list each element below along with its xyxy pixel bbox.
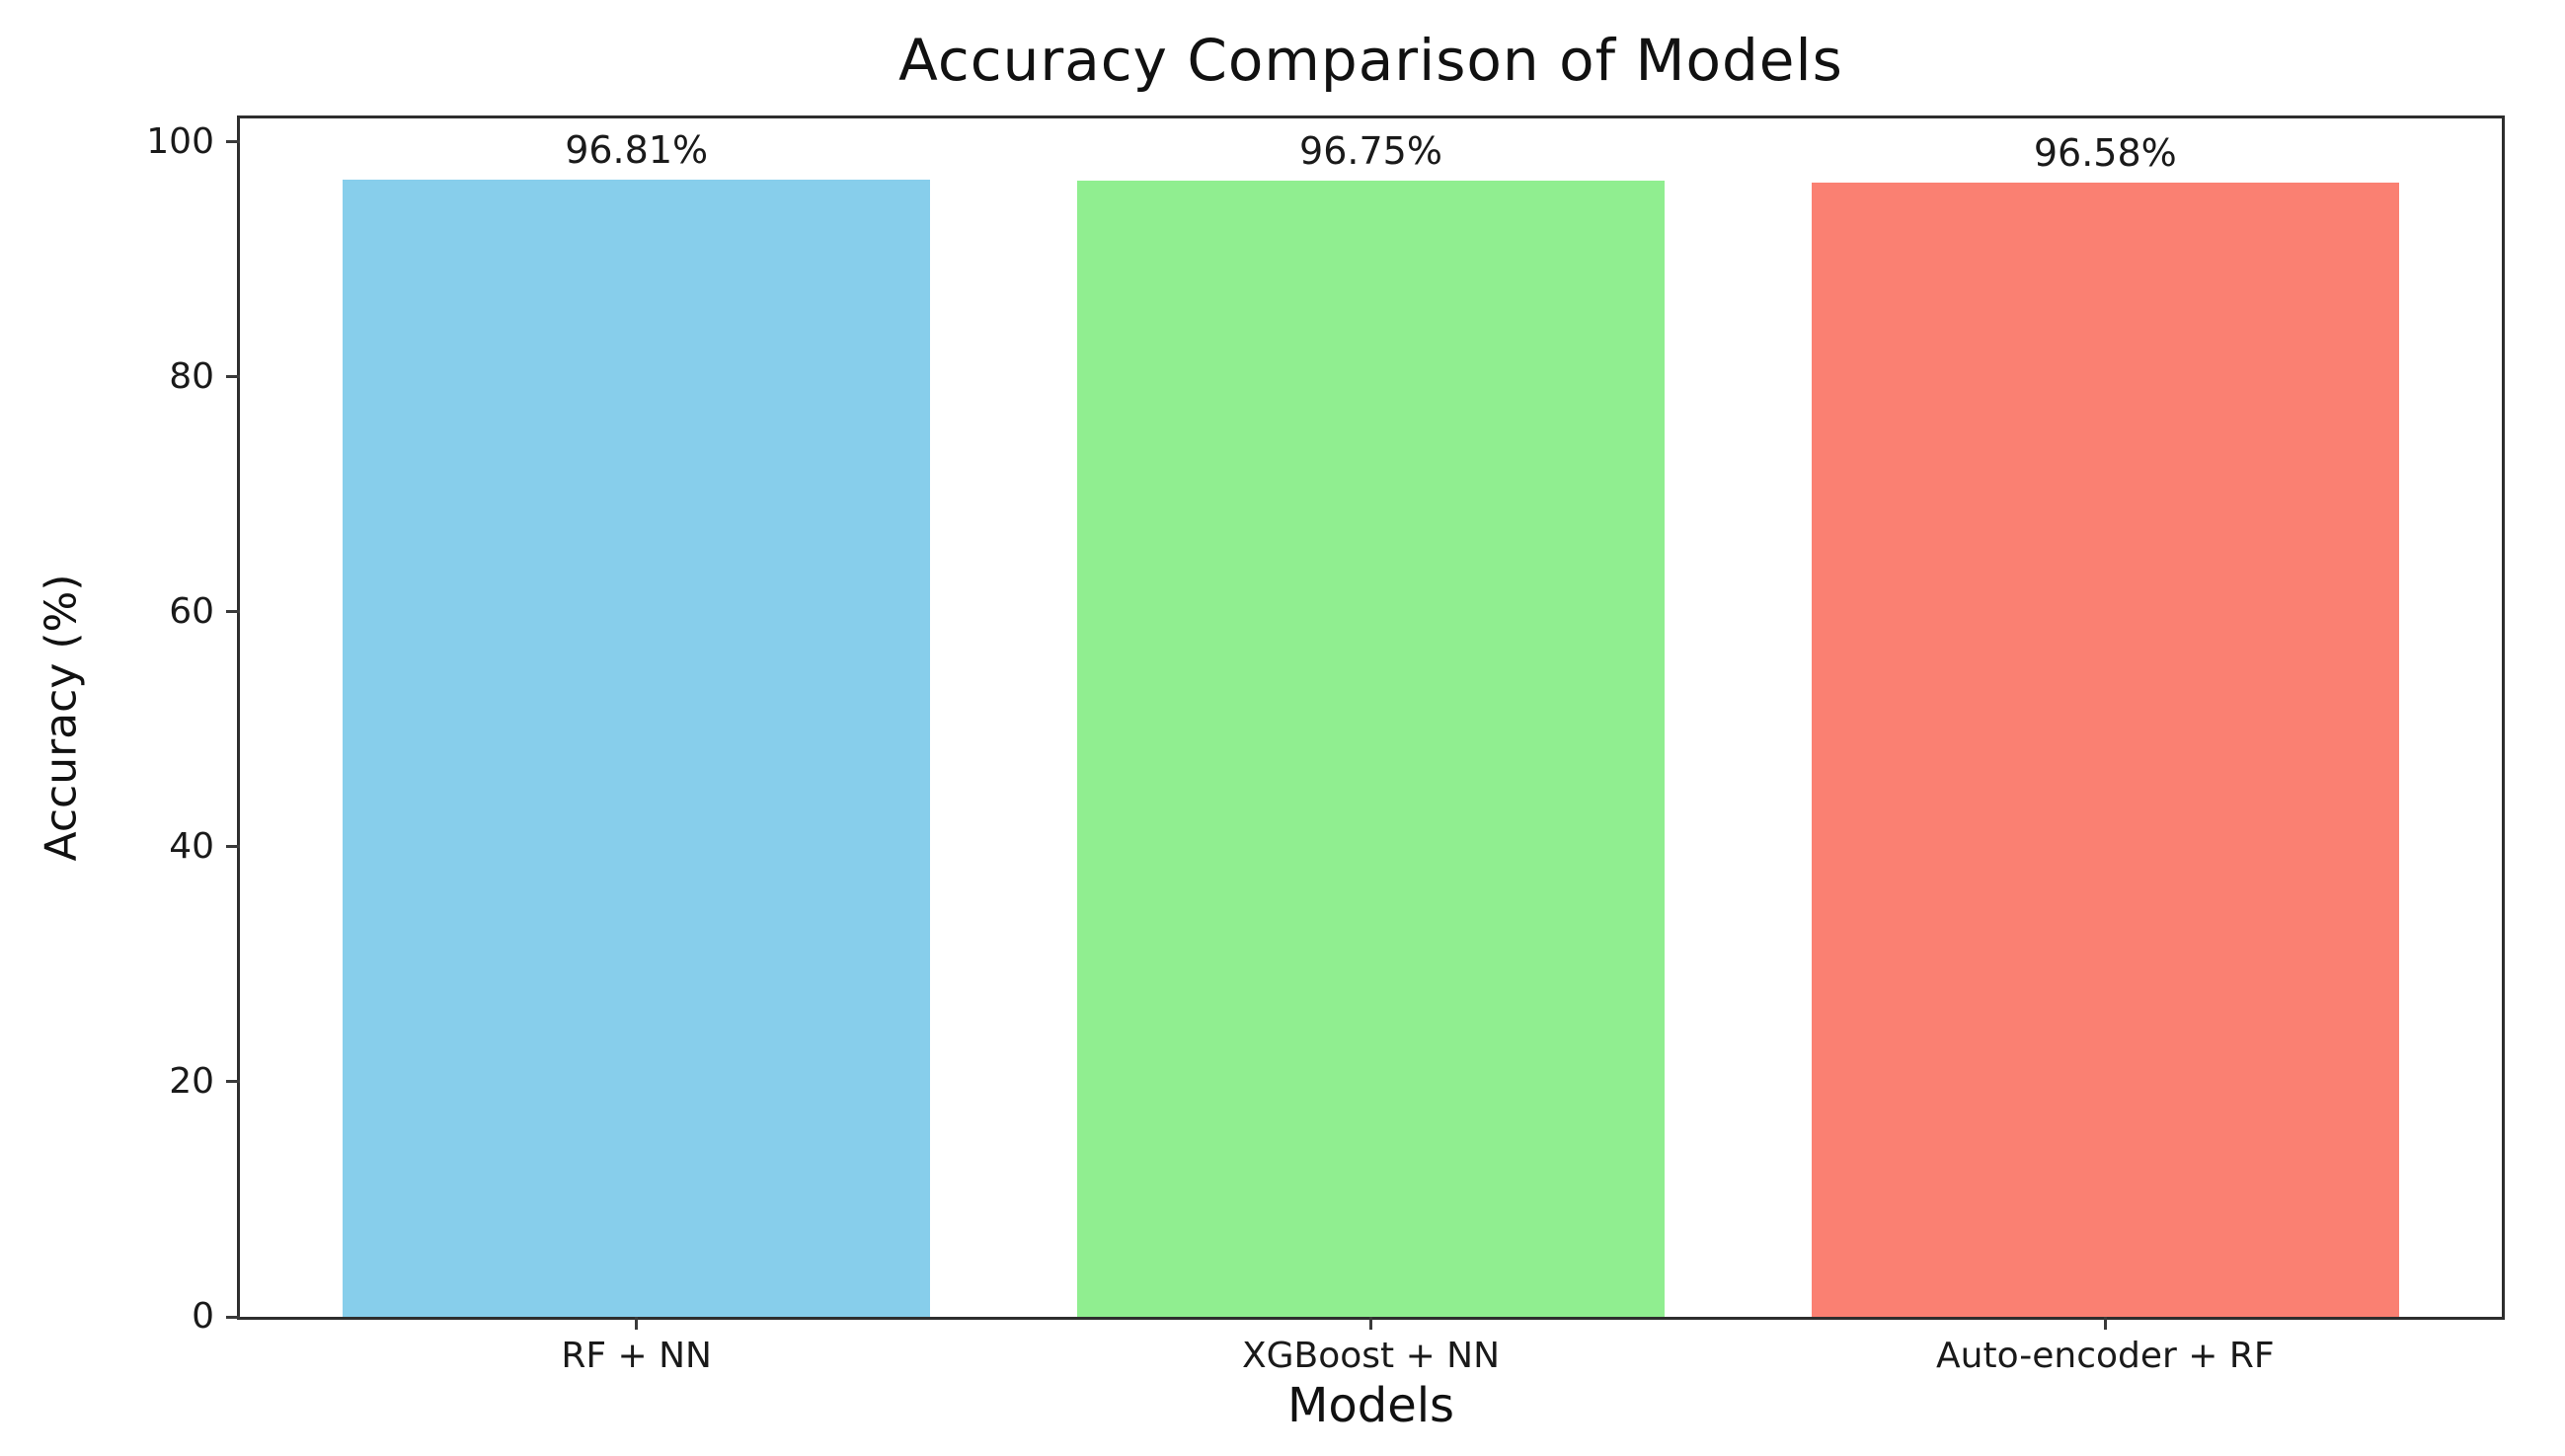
x-tick-mark bbox=[1369, 1317, 1372, 1330]
bar-value-label: 96.75% bbox=[1299, 128, 1442, 173]
y-tick-label: 40 bbox=[169, 825, 214, 867]
bar-XGBoost + NN bbox=[1076, 180, 1666, 1317]
bar-RF + NN bbox=[343, 179, 931, 1317]
x-tick-mark bbox=[635, 1317, 639, 1330]
y-tick-label: 20 bbox=[169, 1060, 214, 1102]
y-tick-label: 80 bbox=[169, 355, 214, 397]
y-tick-label: 0 bbox=[192, 1296, 214, 1337]
y-tick-mark bbox=[226, 375, 240, 379]
x-tick-mark bbox=[2103, 1317, 2107, 1330]
x-axis-label: Models bbox=[1286, 1378, 1455, 1433]
y-axis-label: Accuracy (%) bbox=[36, 574, 87, 862]
bar-value-label: 96.58% bbox=[2033, 130, 2177, 175]
y-tick-mark bbox=[226, 610, 240, 614]
y-tick-mark bbox=[226, 1315, 240, 1319]
y-tick-label: 100 bbox=[146, 120, 214, 162]
plot-area: 0 20 40 60 80 100 96.81% RF + NN 96.75% XGBoost +… bbox=[146, 115, 2505, 1374]
y-tick-mark bbox=[226, 1080, 240, 1084]
x-tick-label: Auto-encoder + RF bbox=[1936, 1336, 2275, 1376]
y-tick-mark bbox=[226, 140, 240, 144]
x-tick-label: XGBoost + NN bbox=[1241, 1336, 1501, 1376]
y-tick-label: 60 bbox=[169, 590, 214, 632]
bar-value-label: 96.81% bbox=[565, 127, 709, 172]
chart-title: Accuracy Comparison of Models bbox=[898, 27, 1843, 94]
y-tick-mark bbox=[226, 845, 240, 849]
bar-Auto-encoder + RF bbox=[1811, 182, 2399, 1317]
x-tick-label: RF + NN bbox=[561, 1336, 712, 1376]
